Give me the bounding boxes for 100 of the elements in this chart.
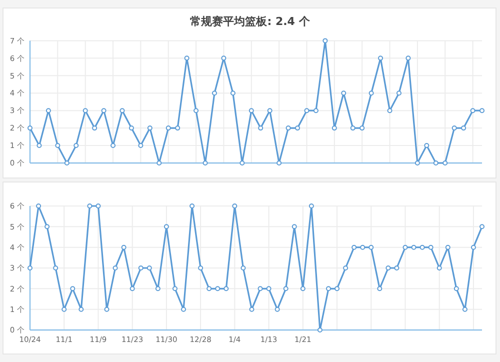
point <box>146 266 152 270</box>
point <box>224 286 229 292</box>
point <box>64 160 70 166</box>
point <box>138 266 144 270</box>
point <box>343 266 348 270</box>
point <box>406 56 411 61</box>
point <box>147 126 152 131</box>
point <box>82 108 88 114</box>
point <box>206 286 212 292</box>
point <box>304 108 310 114</box>
point <box>128 126 134 131</box>
point <box>368 90 374 96</box>
point <box>212 90 217 96</box>
point <box>120 108 125 114</box>
point <box>267 108 272 114</box>
point <box>156 160 162 166</box>
point <box>249 306 254 312</box>
point <box>420 244 425 250</box>
point <box>78 306 84 312</box>
point <box>396 90 402 96</box>
point <box>436 266 442 270</box>
point <box>341 90 346 96</box>
point <box>240 266 246 270</box>
point <box>62 306 67 312</box>
point <box>424 143 430 148</box>
point <box>322 38 328 44</box>
point <box>155 286 160 292</box>
point <box>138 143 144 148</box>
point <box>317 328 322 332</box>
point <box>433 160 438 166</box>
point <box>295 126 300 131</box>
point <box>215 286 220 292</box>
point <box>248 108 254 114</box>
point <box>258 126 264 131</box>
point <box>442 160 448 166</box>
point <box>462 306 468 312</box>
point <box>104 306 110 312</box>
point <box>194 108 199 114</box>
point <box>184 56 190 61</box>
point <box>283 286 288 292</box>
point <box>286 126 291 131</box>
point <box>121 244 126 250</box>
point <box>480 108 484 114</box>
point <box>172 286 178 292</box>
point <box>92 126 98 131</box>
point <box>110 143 116 148</box>
point <box>28 266 32 270</box>
point <box>221 56 226 61</box>
point <box>352 244 357 250</box>
point <box>332 126 337 131</box>
point <box>130 286 135 292</box>
point <box>360 244 366 250</box>
point <box>377 286 382 292</box>
point <box>230 90 236 96</box>
point <box>292 224 297 230</box>
point <box>101 108 106 114</box>
point <box>266 286 272 292</box>
point <box>360 126 365 131</box>
point <box>258 286 263 292</box>
point <box>232 204 238 208</box>
point <box>55 143 60 148</box>
point <box>452 126 457 131</box>
point <box>414 160 420 166</box>
point <box>470 244 476 250</box>
point <box>276 160 282 166</box>
point <box>445 244 450 250</box>
point <box>454 286 459 292</box>
point <box>461 126 466 131</box>
point <box>164 224 169 230</box>
point <box>240 160 245 166</box>
point <box>74 143 79 148</box>
point <box>36 204 42 208</box>
point <box>386 266 391 270</box>
point <box>480 224 484 230</box>
point <box>378 56 384 61</box>
point <box>274 306 280 312</box>
point <box>470 108 476 114</box>
point <box>181 306 186 312</box>
point <box>44 224 50 230</box>
point <box>166 126 171 131</box>
point <box>202 160 208 166</box>
point <box>190 204 195 208</box>
point <box>28 126 32 131</box>
point <box>402 244 408 250</box>
point <box>387 108 392 114</box>
point <box>368 244 374 250</box>
point <box>46 108 51 114</box>
point <box>313 108 318 114</box>
point <box>411 244 416 250</box>
point <box>175 126 180 131</box>
point <box>96 204 101 208</box>
chart-title: 常规赛平均篮板: 2.4 个 <box>190 15 311 28</box>
point <box>112 266 118 270</box>
point <box>334 286 340 292</box>
point <box>326 286 331 292</box>
point <box>300 286 306 292</box>
point <box>428 244 434 250</box>
point <box>350 126 356 131</box>
point <box>70 286 76 292</box>
point <box>198 266 204 270</box>
